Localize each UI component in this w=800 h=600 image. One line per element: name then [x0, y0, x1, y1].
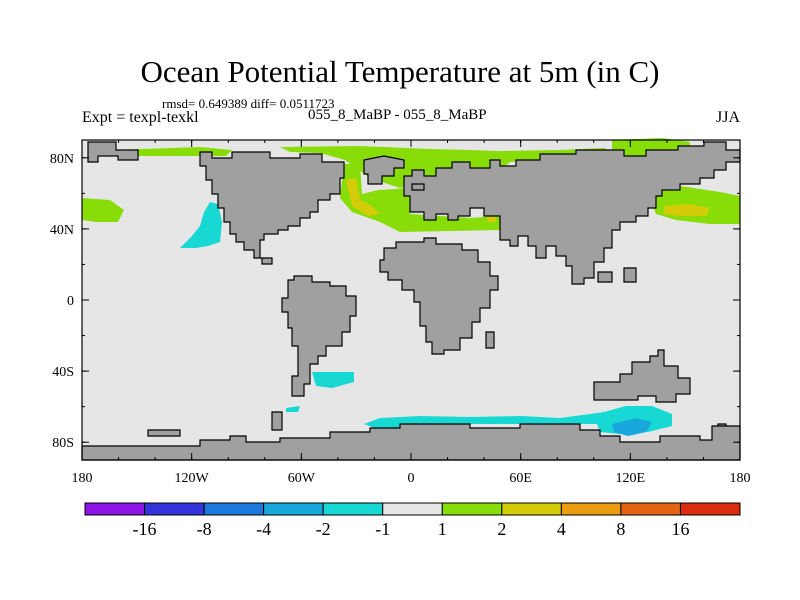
colorbar-level-label: -8 — [197, 519, 212, 539]
colorbar-box-10 — [679, 502, 741, 516]
colorbar-level-label: 2 — [497, 519, 506, 539]
x-tick-label: 180 — [72, 471, 93, 486]
cool-anomaly-neg4-neg2 — [612, 418, 652, 436]
colorbar-level-label: -4 — [256, 519, 271, 539]
land-south-america — [281, 275, 357, 397]
anomaly-drake-passage — [286, 406, 300, 412]
colorbar-box-5 — [382, 502, 443, 516]
land-north-america — [199, 151, 345, 265]
anomaly-europe-seas — [340, 164, 500, 232]
colorbar-labels: -16 -8 -4 -2 -1 1 2 4 8 16 — [133, 519, 690, 539]
y-tick-label: 40N — [50, 223, 74, 238]
land-greenland — [363, 155, 405, 185]
land-antarctic-peninsula — [271, 411, 283, 431]
land-small-island-pacific — [147, 429, 181, 437]
colorbar-level-label: -1 — [375, 519, 390, 539]
y-tick-label: 80N — [50, 152, 74, 167]
colorbar-box-9 — [620, 502, 681, 516]
anomaly-north-atlantic-west — [180, 202, 222, 248]
colorbar-level-label: 1 — [438, 519, 447, 539]
y-tick-label: 40S — [52, 365, 74, 380]
colorbar-level-label: 16 — [671, 519, 689, 539]
land-australia — [593, 349, 691, 403]
land-eurasia — [403, 141, 741, 285]
axis-tick-labels: 180 120W 60W 0 60E 120E 180 80N 40N 0 40S 80S — [50, 152, 751, 486]
colorbar-level-label: -16 — [133, 519, 157, 539]
x-tick-label: 120E — [616, 471, 646, 486]
colorbar-box-1 — [144, 502, 205, 516]
stats-line: rmsd= 0.649389 diff= 0.0511723 — [162, 96, 335, 111]
anomaly-arctic-central — [280, 146, 620, 188]
colorbar-box-6 — [441, 502, 503, 516]
season-label: JJA — [715, 109, 740, 126]
colorbar-level-label: 4 — [557, 519, 566, 539]
colorbar-box-7 — [501, 502, 562, 516]
land-masses — [81, 141, 741, 461]
colorbar-box-3 — [263, 502, 324, 516]
land-antarctica — [81, 423, 741, 461]
subtitle: 055_8_MaBP - 055_8_MaBP — [308, 107, 487, 123]
x-tick-label: 0 — [408, 471, 415, 486]
x-tick-label: 60W — [288, 471, 316, 486]
land-scandinavia — [411, 183, 425, 191]
colorbar-level-label: -2 — [316, 519, 331, 539]
anomaly-blue-patch — [612, 418, 652, 436]
anomaly-north-atlantic-east — [82, 198, 124, 222]
y-tick-label: 0 — [67, 294, 74, 309]
land-africa — [379, 237, 499, 355]
experiment-label: Expt = texpl-texkl — [82, 109, 199, 126]
colorbar-box-4 — [322, 502, 384, 516]
y-tick-label: 80S — [52, 436, 74, 451]
colorbar-box-8 — [560, 502, 622, 516]
land-japan — [623, 267, 637, 283]
colorbar-level-label: 8 — [616, 519, 625, 539]
land-madagascar — [485, 331, 495, 349]
x-tick-label: 120W — [175, 471, 210, 486]
land-alaska — [87, 141, 139, 163]
anomaly-yellow-pacific — [664, 204, 710, 216]
x-tick-label: 180 — [730, 471, 751, 486]
colorbar — [84, 502, 741, 516]
anomaly-yellow-north-sea — [346, 178, 380, 216]
land-southeast-asia-islands — [597, 271, 613, 283]
colorbar-box-2 — [203, 502, 265, 516]
x-tick-label: 60E — [509, 471, 532, 486]
anomaly-south-atlantic — [312, 372, 354, 388]
anomaly-arctic-east — [612, 138, 690, 158]
warm-anomaly-1-2 — [82, 138, 740, 232]
chart-title: Ocean Potential Temperature at 5m (in C) — [140, 54, 660, 89]
colorbar-box-0 — [84, 502, 146, 516]
axis-ticks — [81, 140, 741, 460]
